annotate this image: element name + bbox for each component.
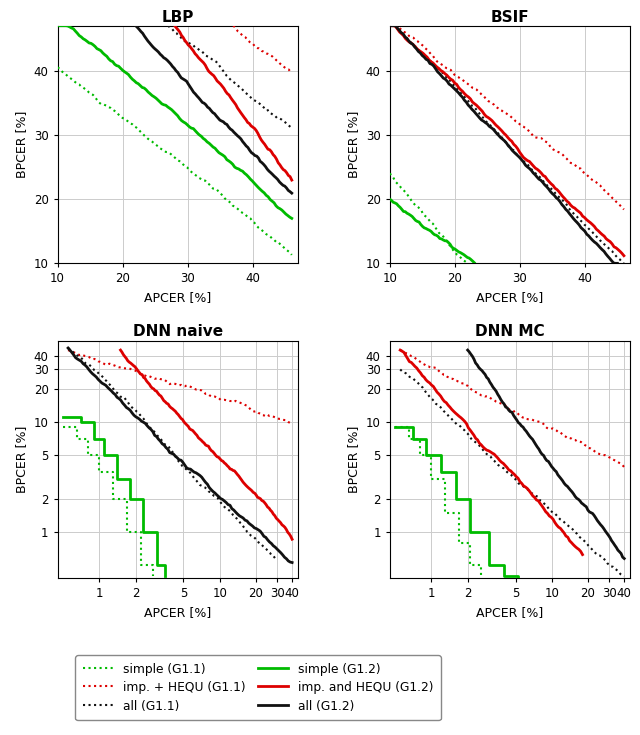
Title: BSIF: BSIF: [491, 10, 529, 24]
Y-axis label: BPCER [%]: BPCER [%]: [348, 426, 360, 493]
Title: DNN MC: DNN MC: [476, 324, 545, 340]
Y-axis label: BPCER [%]: BPCER [%]: [15, 426, 28, 493]
Title: LBP: LBP: [162, 10, 194, 24]
X-axis label: APCER [%]: APCER [%]: [476, 291, 544, 304]
X-axis label: APCER [%]: APCER [%]: [144, 606, 212, 619]
Legend: simple (G1.1), imp. + HEQU (G1.1), all (G1.1), simple (G1.2), imp. and HEQU (G1.: simple (G1.1), imp. + HEQU (G1.1), all (…: [75, 656, 441, 720]
Y-axis label: BPCER [%]: BPCER [%]: [15, 111, 28, 178]
X-axis label: APCER [%]: APCER [%]: [476, 606, 544, 619]
Title: DNN naive: DNN naive: [133, 324, 223, 340]
X-axis label: APCER [%]: APCER [%]: [144, 291, 212, 304]
Y-axis label: BPCER [%]: BPCER [%]: [348, 111, 360, 178]
